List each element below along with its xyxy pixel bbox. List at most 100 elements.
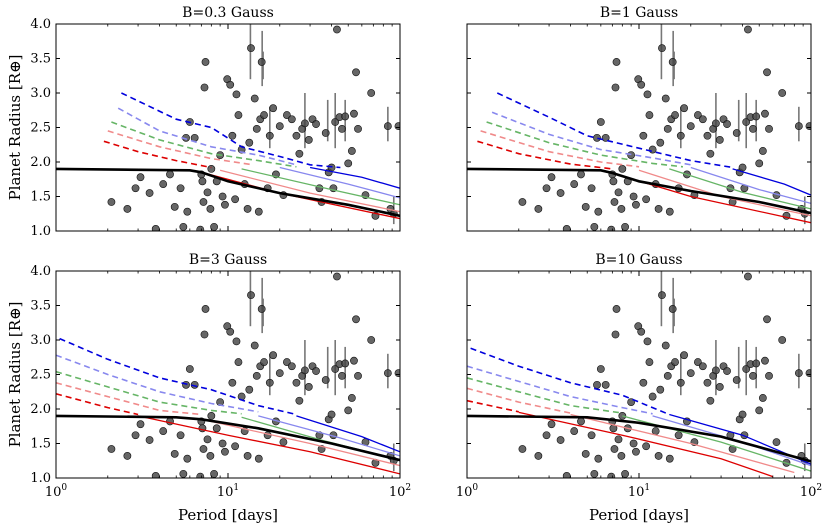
data-point	[257, 305, 266, 313]
data-point	[723, 367, 731, 375]
x-tick-exponent: 1	[644, 483, 650, 493]
data-point	[758, 147, 767, 155]
solid-curve-green	[669, 168, 811, 210]
data-point	[632, 200, 640, 209]
x-tick-exponent: 0	[61, 483, 67, 493]
solid-curve-black	[56, 167, 400, 218]
data-point	[136, 420, 145, 429]
solid-curve-green	[241, 168, 400, 206]
data-point	[609, 177, 618, 186]
data-point	[676, 378, 685, 387]
data-point	[614, 435, 623, 444]
data-point	[656, 138, 665, 147]
plot-area	[467, 271, 811, 478]
solid-curve-lightblue	[690, 166, 811, 205]
data-point	[749, 371, 757, 380]
data-point	[658, 44, 666, 53]
data-point	[643, 90, 652, 99]
data-point	[228, 131, 237, 140]
data-point	[693, 358, 702, 366]
data-point	[596, 118, 605, 126]
data-point	[642, 442, 651, 451]
data-point	[221, 200, 229, 209]
data-point	[254, 454, 263, 463]
panel-1: 1.0 1.5 2.0 2.5 3.0 3.5 4.0 B=0.3 Gauss Planet R…	[6, 5, 401, 239]
data-point	[279, 438, 288, 447]
data-point	[805, 369, 811, 378]
dashed-curve-green	[111, 121, 297, 168]
solid-curve-lightblue	[279, 166, 400, 199]
data-point	[183, 207, 192, 216]
data-point	[201, 58, 210, 66]
data-point	[196, 225, 205, 231]
data-point	[637, 327, 646, 336]
dashed-curve-blue	[59, 337, 297, 416]
data-point	[250, 94, 259, 103]
data-point	[547, 420, 556, 429]
y-tick-label: 1.5	[30, 437, 51, 452]
dashed-curve-lightblue	[117, 107, 297, 166]
data-point	[742, 118, 751, 126]
data-point	[607, 472, 616, 478]
data-point	[577, 170, 585, 179]
data-point	[761, 356, 769, 365]
data-point	[765, 371, 773, 380]
dashed-curve-pink	[107, 130, 254, 166]
data-point	[698, 362, 707, 371]
data-point	[341, 359, 350, 368]
data-point	[287, 115, 296, 124]
data-point	[654, 205, 663, 213]
data-point	[665, 207, 674, 216]
dashed-curve-lightblue	[56, 354, 259, 413]
data-point	[629, 192, 638, 201]
data-point	[755, 159, 764, 168]
plot-area	[56, 271, 400, 478]
data-point	[794, 369, 803, 378]
data-point	[287, 362, 296, 371]
dashed-curve-pink	[56, 382, 202, 416]
y-tick-label: 2.5	[30, 368, 51, 383]
data-point	[198, 177, 207, 186]
data-point	[744, 25, 752, 34]
data-point	[629, 439, 638, 448]
data-point	[295, 396, 304, 405]
data-point	[275, 369, 284, 378]
data-point	[594, 207, 603, 216]
data-point	[617, 205, 626, 213]
panel-2: B=1 Gauss	[466, 5, 812, 232]
data-point	[354, 124, 362, 133]
x-tick-exponent: 2	[816, 483, 822, 493]
solid-curve-pink	[201, 418, 400, 467]
data-point	[590, 469, 599, 478]
data-point	[321, 129, 330, 137]
data-point	[643, 337, 652, 346]
data-point	[206, 452, 215, 460]
data-point	[347, 147, 356, 155]
data-point	[607, 225, 616, 231]
x-axis-label: Period [days]	[178, 506, 278, 524]
x-tick-base: 10	[389, 485, 406, 500]
data-point	[732, 376, 741, 384]
data-point	[247, 44, 255, 53]
data-point	[518, 445, 527, 453]
data-point	[642, 195, 651, 204]
data-point	[176, 431, 185, 440]
data-point	[331, 365, 340, 373]
x-tick-base: 10	[217, 485, 234, 500]
data-point	[651, 427, 660, 435]
data-point	[333, 272, 341, 281]
data-point	[260, 111, 268, 119]
data-point	[577, 417, 585, 426]
data-point	[749, 124, 757, 133]
data-point	[758, 394, 767, 402]
data-point	[257, 58, 266, 66]
data-point	[218, 192, 227, 201]
data-point	[383, 369, 392, 378]
y-tick-label: 4.0	[30, 264, 51, 279]
data-point	[671, 358, 679, 366]
data-point	[680, 351, 689, 360]
data-point	[331, 118, 340, 126]
data-point	[206, 205, 215, 213]
x-tick-label: 101	[217, 483, 239, 500]
